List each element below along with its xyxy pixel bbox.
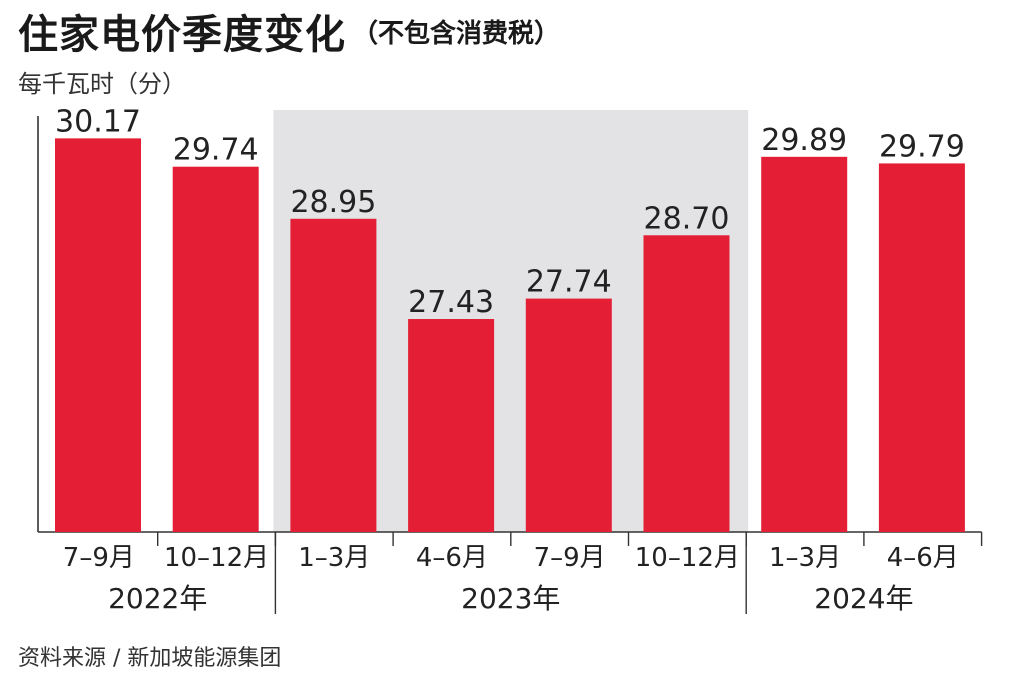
category-label-0: 7–9月 [63,543,135,573]
value-label-3: 27.43 [408,285,494,320]
chart-title: 住家电价季度变化 （不包含消费税） [18,2,561,58]
value-label-7: 29.79 [879,129,965,164]
value-label-6: 29.89 [761,123,847,158]
group-label-2: 2024年 [814,582,913,615]
source-note: 资料来源 / 新加坡能源集团 [18,646,282,671]
value-label-1: 29.74 [173,133,259,168]
category-label-2: 1–3月 [298,543,370,573]
y-unit-label: 每千瓦时（分） [18,70,186,98]
category-label-4: 7–9月 [534,543,606,573]
bar-1 [172,166,259,533]
bar-6 [761,156,848,533]
value-label-4: 27.74 [526,265,612,300]
category-label-5: 10–12月 [635,543,740,573]
category-label-6: 1–3月 [769,543,841,573]
value-label-5: 28.70 [644,201,730,236]
bar-7 [878,163,965,533]
category-label-7: 4–6月 [887,543,959,573]
group-label-1: 2023年 [461,582,560,615]
bar-chart: 30.17 29.74 28.95 27.43 27.74 28.70 29.89 29.79… [37,104,983,615]
value-label-2: 28.95 [290,185,376,220]
bar-3 [408,319,495,532]
chart-title-main: 住家电价季度变化 [18,12,346,58]
bar-2 [290,218,377,532]
category-label-3: 4–6月 [416,543,488,573]
category-label-1: 10–12月 [164,543,269,573]
bar-5 [643,235,730,532]
bar-0 [55,138,141,532]
group-label-0: 2022年 [108,582,207,615]
chart-title-note: （不包含消费税） [352,18,561,49]
value-label-0: 30.17 [55,104,141,139]
bar-4 [525,298,612,532]
